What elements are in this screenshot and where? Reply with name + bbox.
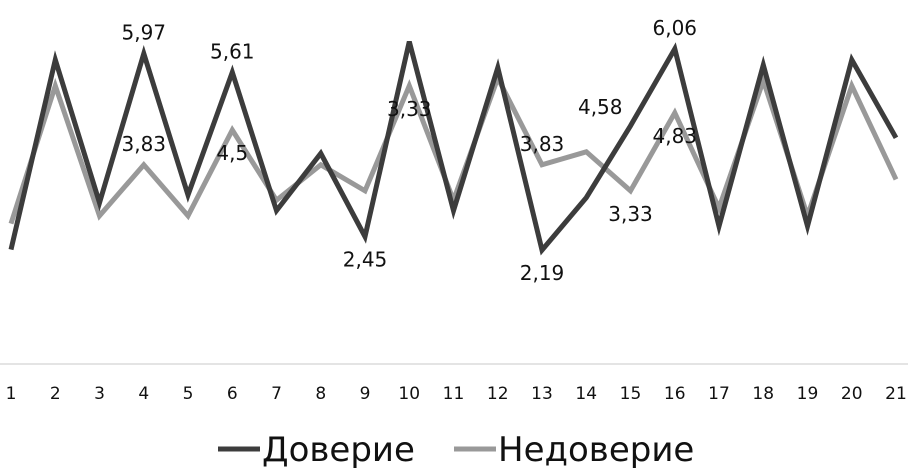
x-tick-label: 13 (531, 384, 553, 404)
data-label: 2,19 (520, 261, 565, 285)
x-tick-label: 6 (227, 384, 238, 404)
x-tick-labels: 1 2 3 4 5 6 7 8 9 10 11 12 13 14 15 16 17 18 19 20 21 (6, 384, 907, 404)
x-tick-label: 15 (620, 384, 642, 404)
data-label: 2,45 (343, 248, 388, 272)
x-tick-label: 1 (6, 384, 17, 404)
series-group (8, 40, 899, 256)
legend: Доверие Недоверие (218, 430, 694, 468)
x-tick-label: 10 (398, 384, 420, 404)
data-label: 4,58 (578, 95, 623, 119)
data-label: 5,61 (210, 39, 255, 63)
legend-label-2: Недоверие (498, 430, 694, 468)
x-tick-label: 18 (752, 384, 774, 404)
x-tick-label: 14 (575, 384, 597, 404)
x-tick-label: 17 (708, 384, 730, 404)
data-label: 4,5 (216, 141, 248, 165)
data-label: 3,33 (387, 97, 432, 121)
data-label: 3,83 (121, 132, 166, 156)
data-label: 5,97 (121, 21, 166, 45)
x-tick-label: 16 (664, 384, 686, 404)
data-label: 6,06 (652, 16, 697, 40)
x-tick-label: 9 (360, 384, 371, 404)
series-line-1 (8, 40, 899, 256)
x-tick-label: 7 (271, 384, 282, 404)
x-tick-label: 4 (138, 384, 149, 404)
data-labels: 5,97 5,61 2,45 2,19 4,58 6,06 3,83 4,5 3,33 3,83 3… (121, 16, 697, 285)
x-tick-label: 20 (841, 384, 863, 404)
data-label: 4,83 (652, 124, 697, 148)
x-tick-label: 8 (315, 384, 326, 404)
x-tick-label: 3 (94, 384, 105, 404)
x-tick-label: 19 (797, 384, 819, 404)
x-tick-label: 21 (885, 384, 907, 404)
x-tick-label: 12 (487, 384, 509, 404)
x-tick-label: 11 (443, 384, 465, 404)
data-label: 3,33 (608, 202, 653, 226)
data-label: 3,83 (520, 132, 565, 156)
x-tick-label: 2 (50, 384, 61, 404)
x-tick-label: 5 (183, 384, 194, 404)
legend-label-1: Доверие (262, 430, 415, 468)
